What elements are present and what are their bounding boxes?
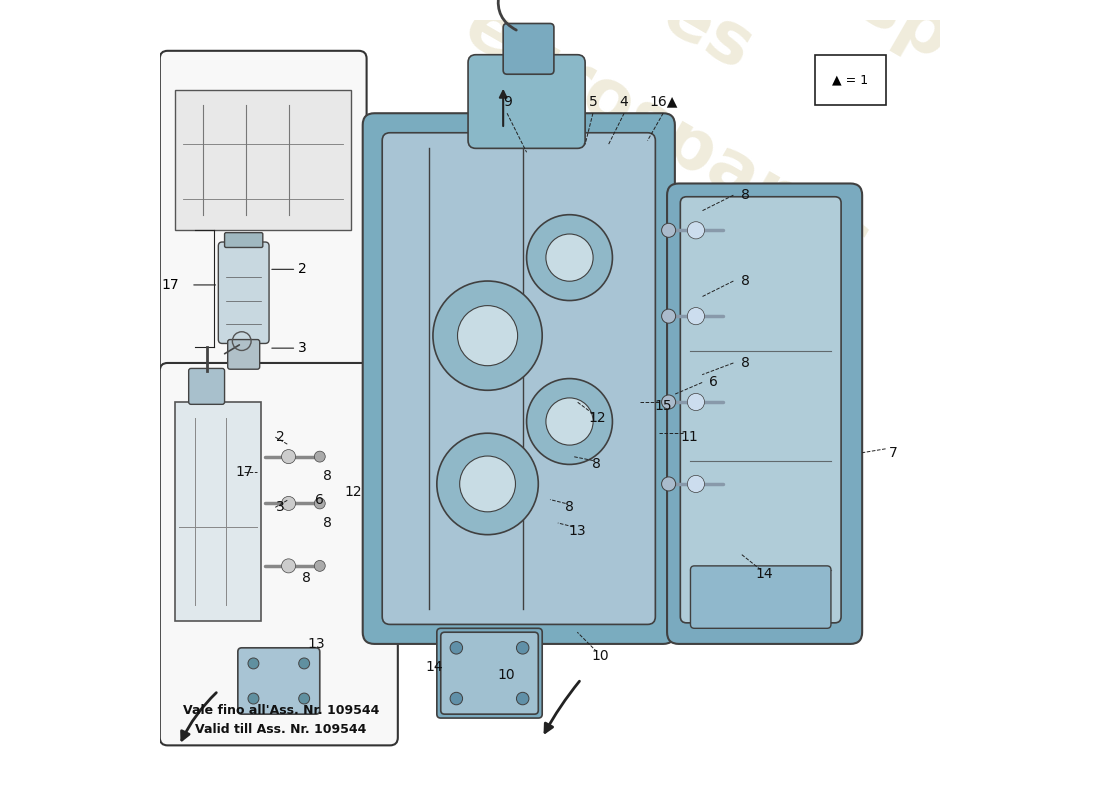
Circle shape: [315, 498, 326, 509]
Circle shape: [546, 398, 593, 445]
Text: 8: 8: [302, 570, 311, 585]
Circle shape: [516, 642, 529, 654]
Circle shape: [458, 306, 518, 366]
Text: 17: 17: [162, 278, 179, 292]
Circle shape: [299, 658, 309, 669]
FancyBboxPatch shape: [228, 339, 260, 370]
Text: Vale fino all'Ass. Nr. 109544: Vale fino all'Ass. Nr. 109544: [183, 704, 378, 717]
FancyBboxPatch shape: [437, 628, 542, 718]
FancyBboxPatch shape: [363, 114, 675, 644]
FancyBboxPatch shape: [175, 402, 261, 621]
FancyBboxPatch shape: [382, 133, 656, 625]
FancyBboxPatch shape: [175, 90, 351, 230]
Text: 8: 8: [323, 516, 332, 530]
Text: 9: 9: [503, 94, 512, 109]
Circle shape: [450, 642, 463, 654]
Text: 4: 4: [619, 94, 628, 109]
Text: 8: 8: [593, 458, 602, 471]
Circle shape: [282, 559, 296, 573]
Text: 8: 8: [565, 500, 574, 514]
Circle shape: [516, 692, 529, 705]
Text: 6: 6: [316, 493, 324, 506]
Text: Valid till Ass. Nr. 109544: Valid till Ass. Nr. 109544: [195, 723, 366, 736]
Text: 7: 7: [889, 446, 898, 460]
FancyBboxPatch shape: [503, 23, 554, 74]
Text: eurospares: eurospares: [334, 0, 766, 86]
Circle shape: [661, 223, 675, 238]
Text: 13: 13: [569, 524, 586, 538]
Circle shape: [433, 281, 542, 390]
Text: 16▲: 16▲: [649, 94, 678, 109]
Circle shape: [688, 394, 704, 410]
FancyBboxPatch shape: [815, 54, 886, 106]
Circle shape: [248, 658, 258, 669]
Circle shape: [299, 693, 309, 704]
FancyBboxPatch shape: [667, 183, 862, 644]
Text: 5: 5: [588, 94, 597, 109]
Text: 14: 14: [426, 660, 443, 674]
Text: eurospares: eurospares: [140, 149, 570, 437]
Circle shape: [450, 692, 463, 705]
Text: 8: 8: [740, 274, 749, 288]
Circle shape: [688, 475, 704, 493]
FancyBboxPatch shape: [160, 363, 398, 746]
Circle shape: [315, 561, 326, 571]
Text: 6: 6: [710, 375, 718, 390]
FancyBboxPatch shape: [218, 242, 270, 343]
Text: 12: 12: [588, 410, 606, 425]
Circle shape: [248, 693, 258, 704]
FancyBboxPatch shape: [189, 369, 224, 404]
Circle shape: [527, 378, 613, 465]
Text: 2: 2: [298, 262, 307, 276]
Circle shape: [460, 456, 516, 512]
Text: 17: 17: [235, 466, 253, 479]
Text: 15: 15: [654, 399, 672, 413]
FancyBboxPatch shape: [238, 648, 320, 714]
Circle shape: [282, 450, 296, 464]
Text: 8: 8: [740, 356, 749, 370]
Circle shape: [661, 309, 675, 323]
Circle shape: [315, 451, 326, 462]
Text: 10: 10: [592, 649, 609, 662]
Circle shape: [661, 477, 675, 491]
Circle shape: [282, 497, 296, 510]
Text: 10: 10: [497, 668, 515, 682]
Circle shape: [546, 234, 593, 282]
Text: 12: 12: [344, 485, 362, 498]
FancyBboxPatch shape: [441, 632, 538, 714]
Text: eurospares: eurospares: [686, 0, 1100, 164]
FancyBboxPatch shape: [680, 197, 842, 623]
Text: 14: 14: [756, 566, 773, 581]
Text: 3: 3: [276, 500, 285, 514]
Text: ▲ = 1: ▲ = 1: [833, 74, 869, 86]
FancyBboxPatch shape: [691, 566, 830, 628]
Text: 11: 11: [680, 430, 697, 444]
FancyBboxPatch shape: [469, 54, 585, 148]
Circle shape: [527, 214, 613, 301]
Text: eurospares: eurospares: [452, 0, 882, 281]
FancyBboxPatch shape: [224, 233, 263, 247]
Circle shape: [437, 434, 538, 534]
Text: 8: 8: [740, 188, 749, 202]
Circle shape: [661, 395, 675, 409]
Text: 8: 8: [323, 469, 332, 483]
FancyBboxPatch shape: [160, 51, 366, 378]
Text: 3: 3: [298, 341, 307, 355]
Text: 2: 2: [276, 430, 285, 444]
Text: 13: 13: [307, 637, 324, 651]
Circle shape: [688, 222, 704, 239]
Circle shape: [688, 307, 704, 325]
